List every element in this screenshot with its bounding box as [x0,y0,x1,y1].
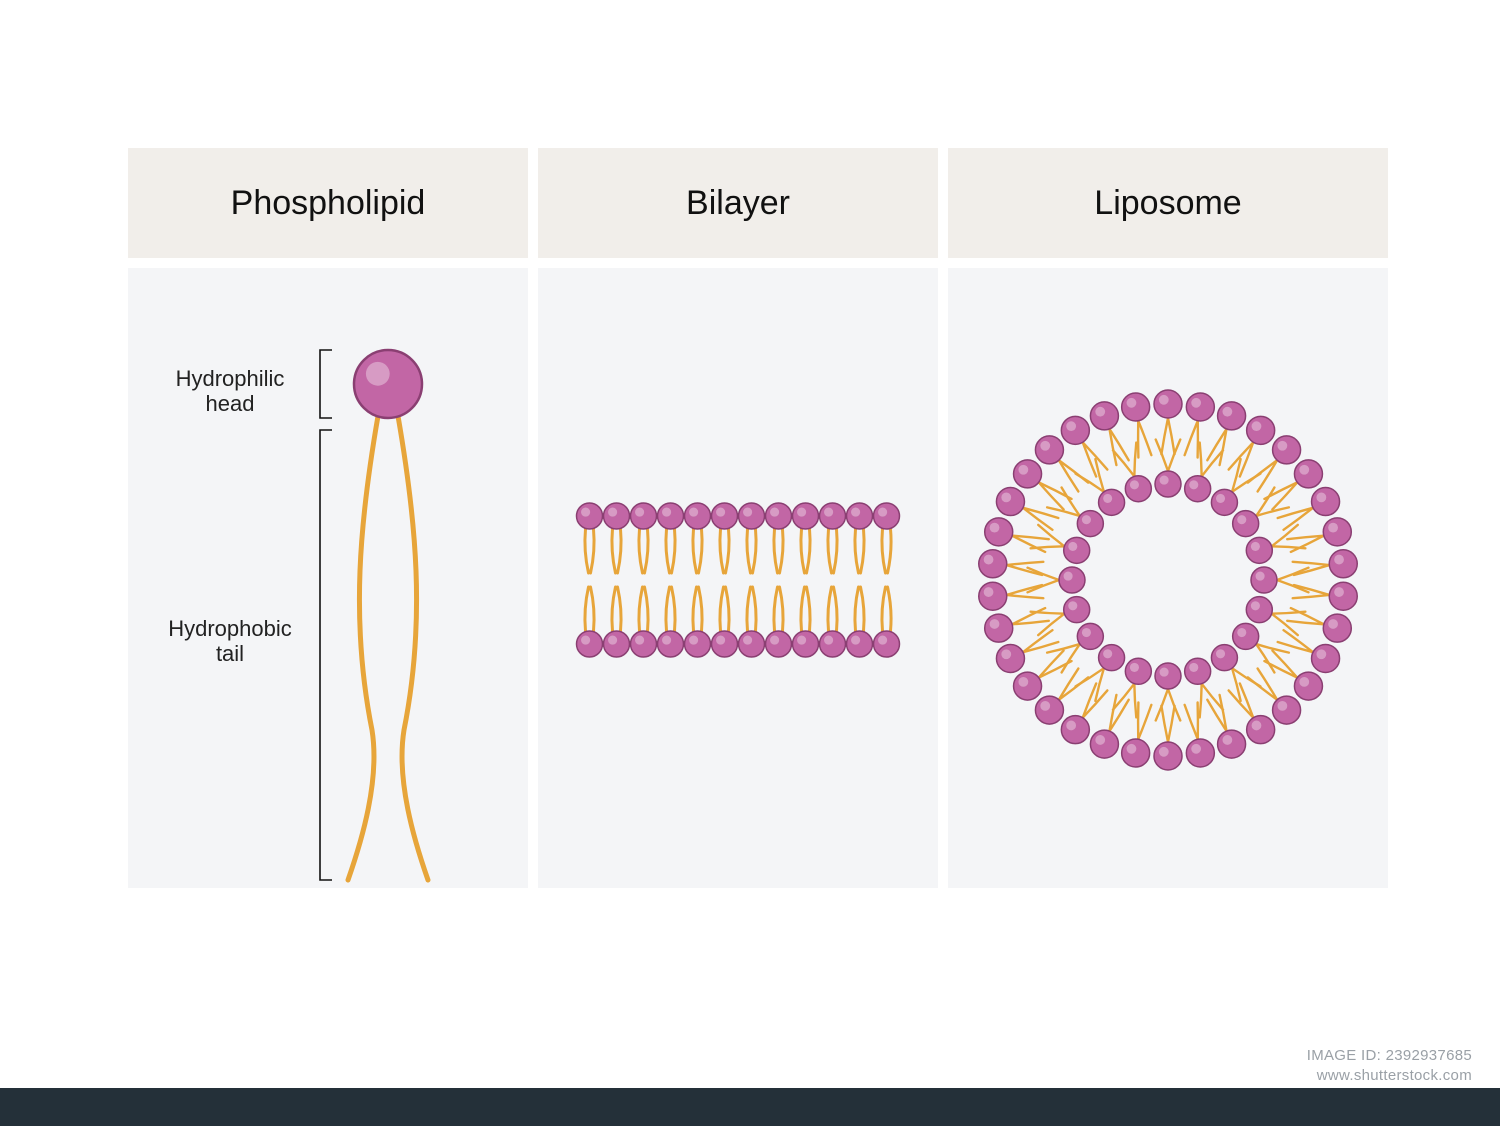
footer-bar [0,1088,1500,1126]
diagram-svg [0,0,1500,1126]
footer-domain: www.shutterstock.com [1317,1067,1472,1084]
footer-image-id: IMAGE ID: 2392937685 [1307,1047,1472,1064]
